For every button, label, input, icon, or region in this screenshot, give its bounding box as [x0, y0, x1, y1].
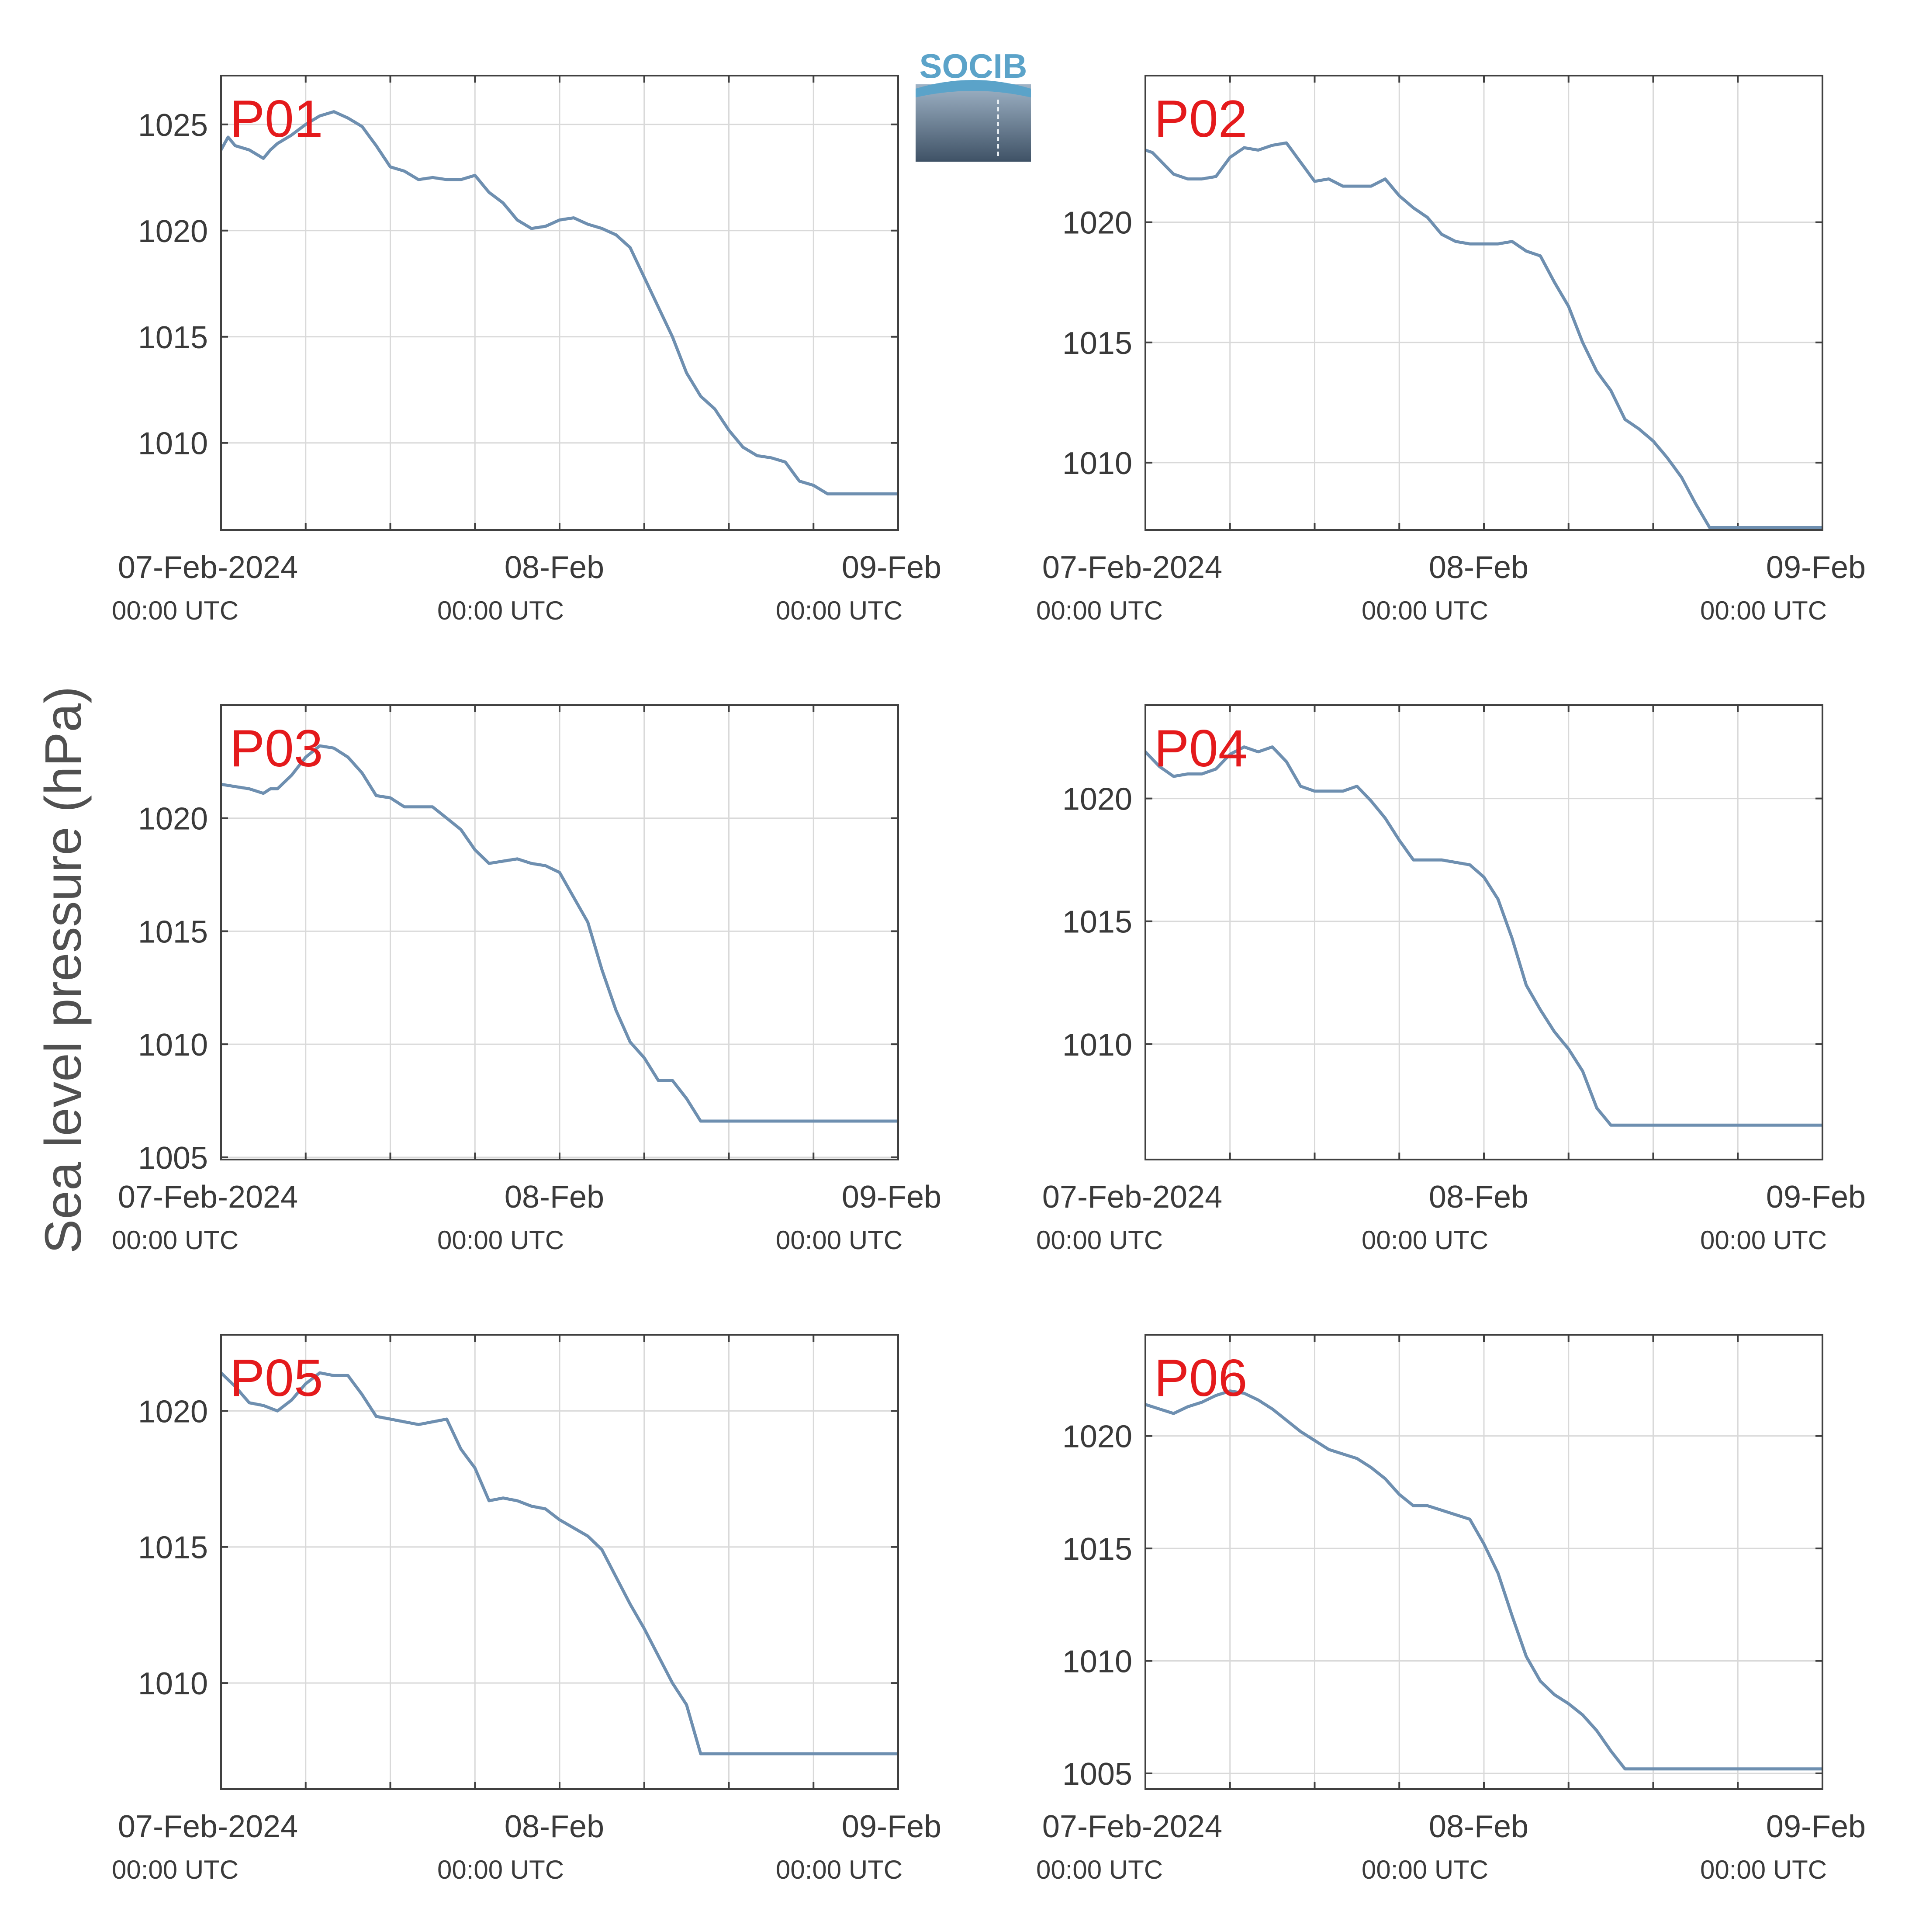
x-tick-label: 09-Feb	[1766, 1809, 1866, 1844]
logo-dash	[997, 100, 999, 104]
series-line	[221, 744, 898, 1123]
panel-p04: 1010 1015 1020 07-Feb-2024 00:00 UTC 08-Feb 00…	[1036, 704, 1866, 1255]
x-tick-sublabel: 00:00 UTC	[437, 1855, 564, 1884]
x-tick-sublabel: 00:00 UTC	[1036, 1226, 1163, 1255]
x-tick-sublabel: 00:00 UTC	[437, 596, 564, 625]
logo-dash	[997, 129, 999, 134]
y-tick-label: 1010	[138, 1028, 208, 1063]
panel-p06: 1005 1010 1015 1020 07-Feb-2024 00:00 UTC 08-F…	[1036, 1334, 1866, 1884]
y-tick-label: 1005	[1062, 1757, 1132, 1792]
y-tick-label: 1015	[1062, 905, 1132, 940]
x-tick-sublabel: 00:00 UTC	[776, 1855, 902, 1884]
x-tick-label: 09-Feb	[1766, 550, 1866, 585]
series-line	[1145, 745, 1822, 1127]
x-tick-label: 08-Feb	[505, 550, 604, 585]
y-tick-label: 1015	[1062, 1532, 1132, 1567]
x-tick-sublabel: 00:00 UTC	[1362, 596, 1488, 625]
series-line	[1145, 1389, 1822, 1771]
logo-dash	[997, 144, 999, 149]
logo-block	[916, 84, 1031, 162]
y-tick-label: 1020	[1062, 206, 1132, 241]
series-line	[1145, 141, 1822, 529]
panel-label: P04	[1154, 719, 1248, 778]
plot-frame	[1144, 75, 1823, 531]
panel-p02: 1010 1015 1020 07-Feb-2024 00:00 UTC 08-Feb 00…	[1036, 75, 1866, 625]
x-tick-sublabel: 00:00 UTC	[112, 596, 239, 625]
logo-dash	[997, 107, 999, 111]
y-tick-label: 1020	[138, 1394, 208, 1429]
x-tick-label: 07-Feb-2024	[1042, 1180, 1222, 1215]
x-tick-sublabel: 00:00 UTC	[1362, 1226, 1488, 1255]
socib-logo: SOCIB	[916, 47, 1031, 162]
x-tick-label: 08-Feb	[505, 1180, 604, 1215]
y-tick-label: 1015	[138, 1530, 208, 1565]
plot-frame	[220, 704, 899, 1160]
x-tick-sublabel: 00:00 UTC	[1036, 1855, 1163, 1884]
x-tick-sublabel: 00:00 UTC	[1700, 1855, 1827, 1884]
panel-p01: 1010 1015 1020 1025 07-Feb-2024 00:00 UTC 08-F…	[112, 75, 941, 625]
x-tick-label: 07-Feb-2024	[1042, 550, 1222, 585]
x-tick-sublabel: 00:00 UTC	[1700, 1226, 1827, 1255]
x-tick-sublabel: 00:00 UTC	[1700, 596, 1827, 625]
y-tick-label: 1010	[1062, 1645, 1132, 1679]
plot-frame	[220, 1334, 899, 1790]
y-tick-label: 1025	[138, 108, 208, 143]
x-tick-label: 08-Feb	[505, 1809, 604, 1844]
y-tick-label: 1020	[1062, 782, 1132, 817]
plot-frame	[220, 75, 899, 531]
logo-text: SOCIB	[919, 47, 1027, 85]
x-tick-label: 07-Feb-2024	[1042, 1809, 1222, 1844]
y-tick-label: 1015	[1062, 326, 1132, 361]
panel-p03: 1005 1010 1015 1020 07-Feb-2024 00:00 UTC 08-F…	[112, 704, 941, 1255]
logo-dash	[997, 114, 999, 119]
x-tick-sublabel: 00:00 UTC	[437, 1226, 564, 1255]
x-tick-label: 09-Feb	[842, 1809, 941, 1844]
x-tick-sublabel: 00:00 UTC	[1036, 596, 1163, 625]
y-tick-label: 1020	[1062, 1420, 1132, 1454]
x-tick-label: 07-Feb-2024	[118, 1180, 298, 1215]
logo-dash	[997, 137, 999, 141]
panel-p05: 1010 1015 1020 07-Feb-2024 00:00 UTC 08-Feb 00…	[112, 1334, 941, 1884]
y-tick-label: 1010	[1062, 446, 1132, 481]
x-tick-label: 07-Feb-2024	[118, 550, 298, 585]
plot-frame	[1144, 1334, 1823, 1790]
panel-label: P05	[230, 1349, 323, 1407]
x-tick-label: 09-Feb	[842, 550, 941, 585]
series-line	[221, 1371, 898, 1755]
y-tick-label: 1010	[1062, 1028, 1132, 1063]
y-tick-label: 1020	[138, 802, 208, 837]
x-tick-label: 09-Feb	[1766, 1180, 1866, 1215]
y-tick-label: 1010	[138, 426, 208, 461]
logo-wave	[916, 80, 1031, 97]
plot-frame	[1144, 704, 1823, 1160]
y-tick-label: 1010	[138, 1666, 208, 1701]
logo-dash	[997, 152, 999, 156]
x-tick-sublabel: 00:00 UTC	[776, 596, 902, 625]
x-tick-label: 09-Feb	[842, 1180, 941, 1215]
y-tick-label: 1015	[138, 914, 208, 949]
x-tick-label: 07-Feb-2024	[118, 1809, 298, 1844]
x-tick-sublabel: 00:00 UTC	[112, 1855, 239, 1884]
x-tick-sublabel: 00:00 UTC	[112, 1226, 239, 1255]
x-tick-label: 08-Feb	[1429, 550, 1528, 585]
x-tick-sublabel: 00:00 UTC	[1362, 1855, 1488, 1884]
logo-dash	[997, 122, 999, 126]
series-line	[221, 110, 898, 495]
x-tick-label: 08-Feb	[1429, 1809, 1528, 1844]
y-axis-label: Sea level pressure (hPa)	[35, 686, 92, 1254]
y-tick-label: 1015	[138, 320, 208, 355]
panel-label: P01	[230, 90, 323, 148]
x-tick-sublabel: 00:00 UTC	[776, 1226, 902, 1255]
panel-label: P06	[1154, 1349, 1248, 1407]
panel-label: P02	[1154, 90, 1248, 148]
y-tick-label: 1005	[138, 1141, 208, 1176]
x-tick-label: 08-Feb	[1429, 1180, 1528, 1215]
y-tick-label: 1020	[138, 214, 208, 249]
panel-label: P03	[230, 719, 323, 778]
panels-group: 1010 1015 1020 1025 07-Feb-2024 00:00 UTC 08-F…	[112, 75, 1866, 1884]
